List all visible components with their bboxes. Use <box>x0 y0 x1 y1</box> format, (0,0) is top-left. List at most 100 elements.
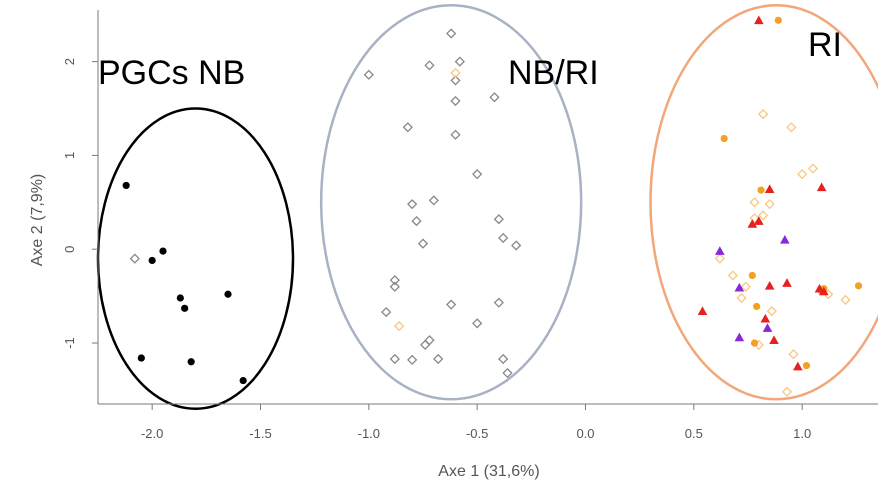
group-label-nb-ri: NB/RI <box>508 54 599 92</box>
y-tick-label: 1 <box>62 152 77 159</box>
data-point <box>734 282 745 292</box>
data-point <box>807 163 819 174</box>
x-tick-label: 0.5 <box>685 426 703 441</box>
x-axis-title: Axe 1 (31,6%) <box>438 463 539 480</box>
data-point <box>363 69 374 80</box>
axes <box>97 10 878 405</box>
group-ellipse-2 <box>649 4 878 401</box>
data-point <box>450 75 461 86</box>
data-point <box>819 286 829 296</box>
data-point <box>137 354 145 362</box>
data-point <box>766 306 777 317</box>
data-point <box>122 181 130 190</box>
data-point <box>749 197 760 208</box>
data-point <box>493 297 504 308</box>
data-point <box>450 129 461 140</box>
data-point <box>750 339 759 347</box>
y-ticks: 2 1 0 -1 <box>62 58 98 349</box>
data-point <box>502 367 513 379</box>
data-point <box>381 306 392 318</box>
x-tick-label: 1.0 <box>793 426 811 441</box>
data-point <box>498 353 509 365</box>
x-tick-label: -0.5 <box>466 426 488 441</box>
data-point <box>424 60 435 71</box>
data-point <box>176 294 184 302</box>
x-ticks: -2.0 -1.5 -1.0 -0.5 0.0 0.5 1.0 <box>141 404 811 441</box>
data-point <box>762 323 773 332</box>
data-point <box>417 238 429 249</box>
data-point <box>402 122 413 133</box>
data-point <box>129 253 140 264</box>
data-point <box>780 235 790 244</box>
data-point <box>148 256 156 265</box>
data-point <box>747 219 758 228</box>
data-point <box>446 299 457 310</box>
data-point <box>697 306 708 315</box>
data-point <box>424 335 435 346</box>
group-ellipse-1 <box>319 4 583 401</box>
data-point <box>450 67 461 78</box>
data-point <box>758 109 769 120</box>
data-point <box>788 349 799 360</box>
data-point <box>802 361 811 370</box>
data-point <box>394 321 405 332</box>
x-tick-label: -1.0 <box>358 426 380 441</box>
data-point <box>816 182 827 192</box>
data-point <box>781 386 793 397</box>
data-point <box>498 232 509 244</box>
data-point <box>736 292 747 304</box>
data-point <box>454 56 465 67</box>
data-points <box>122 15 863 397</box>
data-point <box>714 253 725 264</box>
group-label-pgcs-nb: PGCs NB <box>98 54 245 92</box>
data-point <box>754 15 764 25</box>
data-point <box>224 290 232 298</box>
data-point <box>450 95 461 107</box>
data-point <box>407 199 418 210</box>
data-point <box>446 28 457 39</box>
data-point <box>793 361 803 371</box>
x-tick-label: -2.0 <box>141 426 163 441</box>
data-point <box>433 353 444 365</box>
data-point <box>472 169 483 180</box>
data-point <box>786 122 797 133</box>
data-point <box>797 169 808 180</box>
data-point <box>389 275 400 286</box>
data-point <box>239 376 247 385</box>
x-tick-label: 0.0 <box>576 426 594 441</box>
data-point <box>754 216 764 225</box>
data-point <box>769 335 779 345</box>
data-point <box>748 271 756 280</box>
data-point <box>428 195 439 206</box>
data-point <box>489 92 500 103</box>
data-point <box>760 313 771 323</box>
data-point <box>411 215 422 227</box>
data-point <box>782 278 792 287</box>
data-point <box>407 354 418 366</box>
data-point <box>757 186 765 194</box>
y-tick-label: 0 <box>62 246 77 253</box>
data-point <box>727 270 738 281</box>
data-point <box>715 246 725 255</box>
data-point <box>734 332 745 342</box>
data-point <box>159 247 167 255</box>
y-tick-label: -1 <box>62 337 77 349</box>
data-point <box>420 339 431 351</box>
y-axis-title: Axe 2 (7,9%) <box>29 174 46 266</box>
data-point <box>740 281 751 292</box>
data-point <box>749 213 760 224</box>
group-ellipse-0 <box>96 107 295 410</box>
y-tick-label: 2 <box>62 58 77 65</box>
data-point <box>758 210 769 221</box>
group-label-ri: RI <box>808 26 842 64</box>
data-point <box>764 281 775 290</box>
data-point <box>774 16 782 24</box>
x-tick-label: -1.5 <box>249 426 271 441</box>
data-point <box>764 199 775 210</box>
data-point <box>511 240 522 251</box>
data-point <box>854 282 863 290</box>
group-labels: PGCs NB NB/RI RI <box>98 26 842 92</box>
data-point <box>187 358 195 366</box>
data-point <box>720 134 728 143</box>
